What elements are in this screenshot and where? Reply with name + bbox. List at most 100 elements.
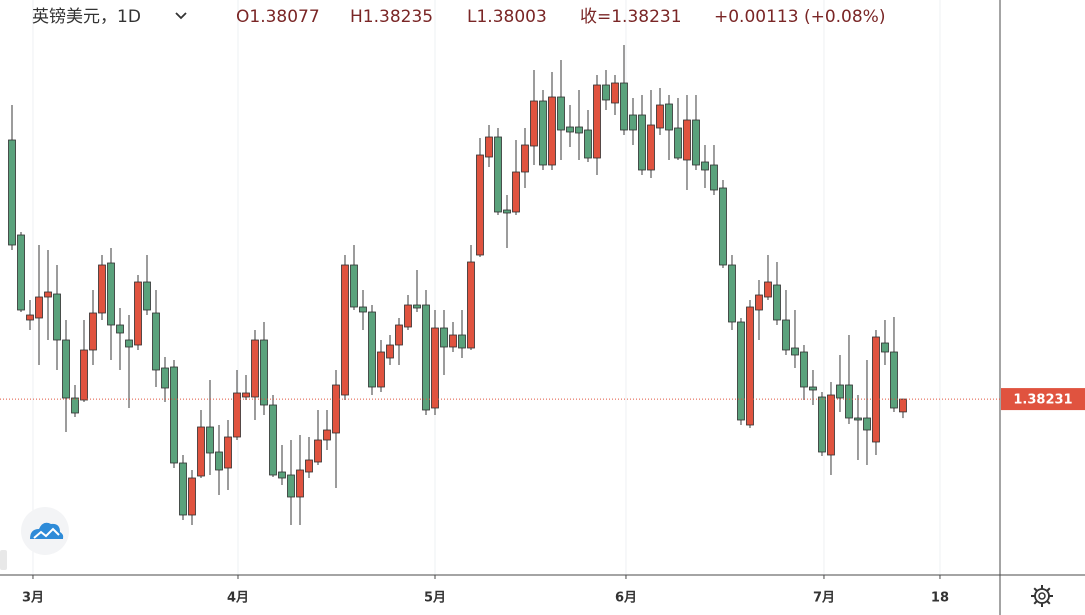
- candle-body: [683, 119, 691, 161]
- candle-body: [233, 392, 241, 438]
- symbol-menu[interactable]: [175, 12, 187, 20]
- x-tick-label: 18: [931, 591, 949, 606]
- x-tick-label: 7月: [813, 591, 835, 606]
- candle-body: [422, 304, 430, 411]
- candle-body: [377, 351, 385, 388]
- candle-body: [35, 296, 43, 319]
- candle-body: [494, 136, 502, 213]
- candle-body: [746, 306, 754, 426]
- symbol: 英镑美元，1D: [32, 7, 141, 27]
- candle-body: [395, 324, 403, 346]
- candle-body: [881, 342, 889, 353]
- candle-body: [674, 127, 682, 159]
- candle-body: [386, 344, 394, 359]
- low-text: L1.38003: [467, 7, 547, 27]
- candle-body: [710, 164, 718, 191]
- candle-body: [440, 327, 448, 348]
- candle-body: [773, 284, 781, 321]
- candle-body: [656, 104, 664, 129]
- candle-body: [170, 366, 178, 464]
- candle-body: [251, 339, 259, 398]
- candle-body: [602, 84, 610, 101]
- x-tick-label: 4月: [227, 591, 249, 606]
- candle-body: [206, 426, 214, 454]
- candle-body: [89, 312, 97, 351]
- candle-body: [278, 471, 286, 479]
- candle-body: [566, 126, 574, 133]
- candle-body: [359, 306, 367, 313]
- candle-body: [44, 291, 52, 298]
- candle-body: [692, 119, 700, 166]
- candle-body: [260, 339, 268, 406]
- candle-body: [188, 477, 196, 516]
- candle-body: [845, 384, 853, 419]
- candle-body: [224, 436, 232, 469]
- candle-body: [71, 397, 79, 414]
- candle-body: [467, 261, 475, 349]
- candle-body: [584, 129, 592, 159]
- candle-body: [314, 439, 322, 463]
- candle-body: [62, 339, 70, 399]
- candle-body: [26, 314, 34, 321]
- candle-body: [107, 262, 115, 326]
- candle-body: [872, 336, 880, 443]
- candle-body: [512, 171, 520, 213]
- candle-body: [521, 144, 529, 173]
- candle-body: [215, 451, 223, 471]
- open-text: O1.38077: [236, 7, 320, 27]
- candle-body: [530, 100, 538, 147]
- candle-body: [98, 264, 106, 314]
- candle-body: [791, 347, 799, 356]
- change-text: +0.00113 (+0.08%): [714, 7, 885, 27]
- candle-body: [638, 114, 646, 171]
- x-tick-label: 6月: [615, 591, 637, 606]
- candle-body: [782, 319, 790, 351]
- candle-body: [296, 469, 304, 498]
- candle-body: [323, 429, 331, 441]
- candle-body: [179, 462, 187, 516]
- candle-body: [503, 209, 511, 214]
- candle-body: [647, 124, 655, 171]
- candle-body: [665, 103, 673, 131]
- logo[interactable]: [21, 507, 69, 555]
- candle-body: [242, 392, 250, 398]
- candle-body: [152, 312, 160, 371]
- candle-body: [557, 96, 565, 131]
- candle-body: [899, 398, 907, 413]
- settings-button[interactable]: [1031, 585, 1053, 607]
- price-label: 1.38231: [1013, 393, 1072, 408]
- candle-body: [8, 139, 16, 246]
- candle-body: [737, 321, 745, 421]
- candle-body: [764, 281, 772, 298]
- candle-body: [854, 417, 862, 421]
- candle-body: [431, 327, 439, 409]
- candle-body: [332, 384, 340, 434]
- candle-body: [197, 426, 205, 477]
- candle-body: [116, 324, 124, 334]
- close-text: 收=1.38231: [580, 7, 682, 27]
- candle-body: [719, 187, 727, 266]
- candle-body: [800, 351, 808, 388]
- candle-body: [404, 304, 412, 328]
- candle-body: [575, 126, 583, 134]
- candle-body: [827, 394, 835, 456]
- side-handle[interactable]: [0, 550, 7, 570]
- candle-body: [809, 386, 817, 391]
- candle-body: [413, 304, 421, 309]
- candle-body: [629, 114, 637, 131]
- candle-body: [863, 417, 871, 431]
- candle-body: [539, 100, 547, 166]
- x-tick-label: 3月: [22, 591, 44, 606]
- candle-body: [134, 281, 142, 346]
- candle-body: [458, 334, 466, 349]
- candle-body: [449, 334, 457, 348]
- candle-body: [287, 474, 295, 498]
- candle-body: [818, 396, 826, 453]
- candle-body: [476, 154, 484, 256]
- candle-body: [890, 351, 898, 409]
- candles: [8, 45, 907, 525]
- candle-body: [341, 264, 349, 396]
- candle-body: [755, 294, 763, 311]
- candle-body: [548, 96, 556, 166]
- high-text: H1.38235: [350, 7, 433, 27]
